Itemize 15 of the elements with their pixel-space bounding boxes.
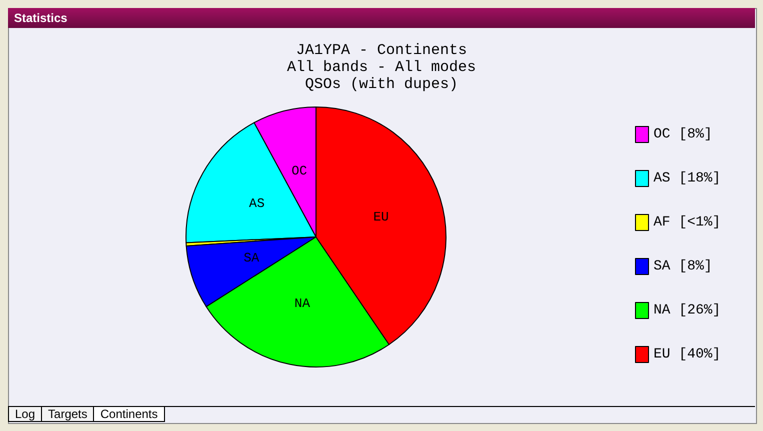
category-label: EU [40%]	[654, 346, 721, 362]
chart-subtitle: All bands - All modes QSOs (with dupes)	[286, 59, 476, 93]
category-label: OC [8%]	[654, 126, 712, 142]
slice-label: AS	[249, 196, 265, 211]
category-label: SA [8%]	[654, 258, 712, 274]
slice-label: NA	[294, 296, 310, 312]
slice-label: SA	[244, 250, 260, 266]
chart-title: JA1YPA - Continents	[296, 42, 468, 59]
slice-label: EU	[373, 210, 389, 225]
category-label: AS [18%]	[654, 170, 721, 186]
text: Targets	[41, 407, 94, 422]
text: Statistics	[8, 8, 755, 28]
slice-label: OC	[291, 164, 308, 179]
category-label: NA [26%]	[654, 302, 721, 318]
legend-label: AF [<1%]	[654, 214, 721, 230]
